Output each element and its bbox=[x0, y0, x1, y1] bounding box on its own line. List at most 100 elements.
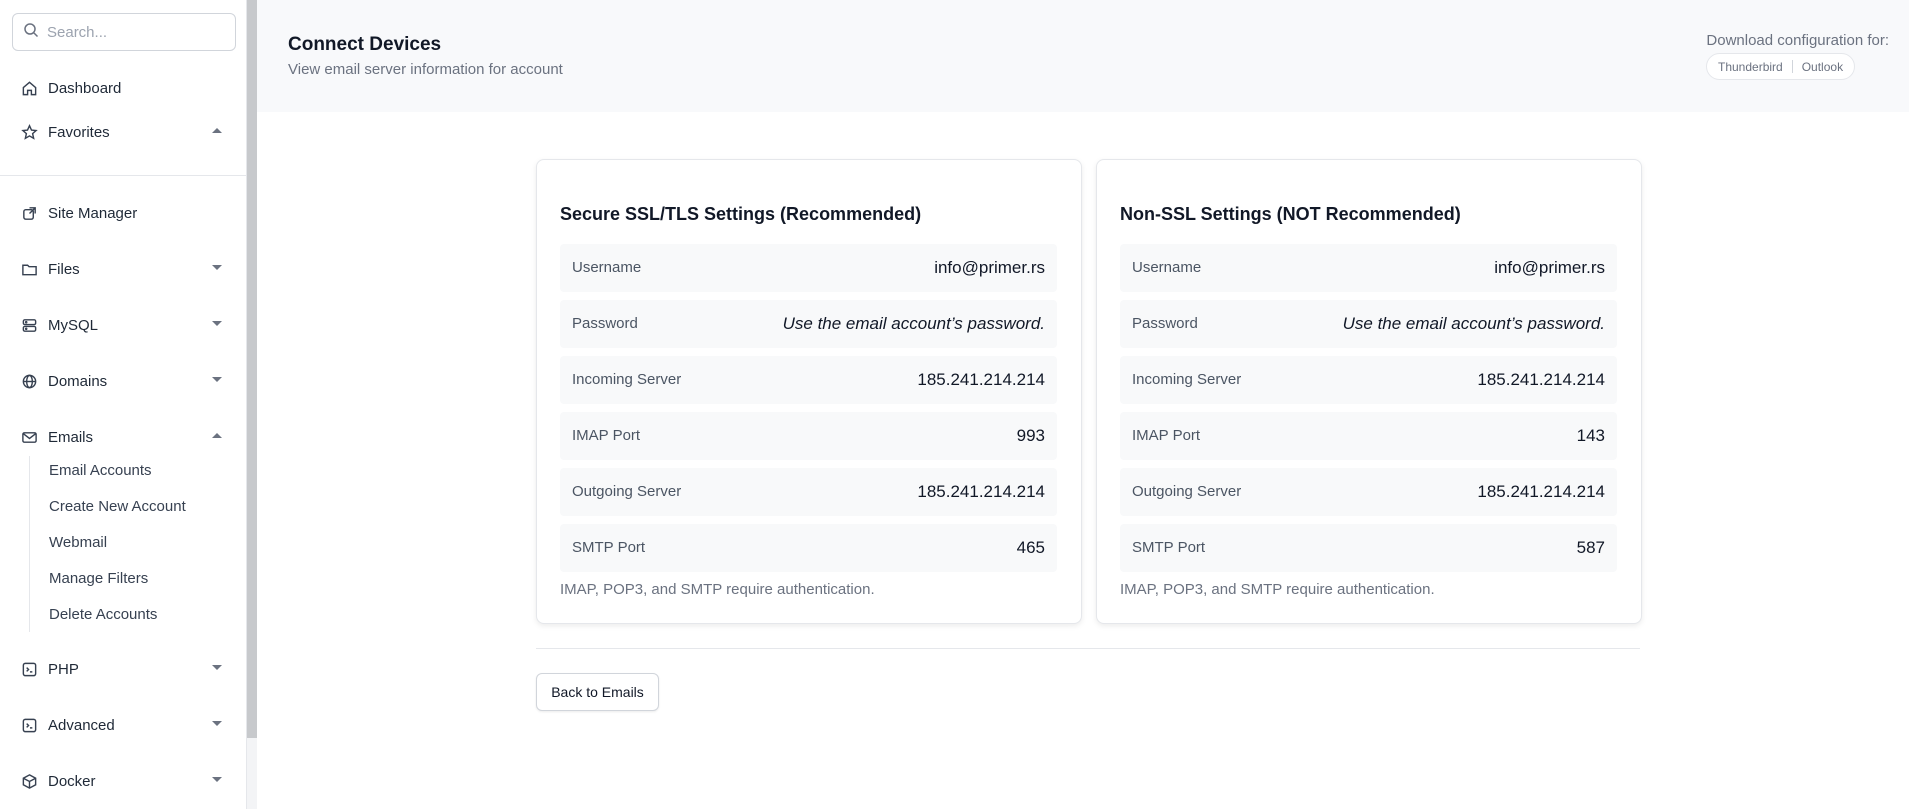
ssl-settings-card: Secure SSL/TLS Settings (Recommended) Us… bbox=[536, 159, 1082, 624]
setting-label: IMAP Port bbox=[1132, 427, 1201, 444]
download-thunderbird-button[interactable]: Thunderbird bbox=[1718, 59, 1783, 74]
setting-label: Username bbox=[572, 259, 642, 276]
sidebar-item-label: Domains bbox=[48, 372, 108, 390]
subnav-item-delete-accounts[interactable]: Delete Accounts bbox=[49, 606, 158, 623]
sidebar-scrollbar[interactable] bbox=[247, 0, 257, 809]
sidebar-item-label: Advanced bbox=[48, 716, 115, 734]
setting-row-incoming-server: Incoming Server 185.241.214.214 bbox=[560, 356, 1057, 404]
code-terminal-icon bbox=[20, 716, 38, 734]
page-header: Connect Devices View email server inform… bbox=[257, 0, 1909, 112]
non-ssl-settings-card: Non-SSL Settings (NOT Recommended) Usern… bbox=[1096, 159, 1642, 624]
chevron-down-icon bbox=[212, 265, 222, 270]
sidebar-item-label: Site Manager bbox=[48, 204, 138, 222]
setting-label: Password bbox=[572, 315, 638, 332]
sidebar-item-mysql[interactable]: MySQL bbox=[0, 308, 240, 342]
subnav-line bbox=[29, 456, 30, 632]
setting-value: 185.241.214.214 bbox=[1477, 370, 1605, 389]
setting-value: info@primer.rs bbox=[1494, 258, 1605, 277]
chevron-up-icon bbox=[212, 433, 222, 438]
setting-row-password: Password Use the email account’s passwor… bbox=[1120, 300, 1617, 348]
setting-label: IMAP Port bbox=[572, 427, 641, 444]
sidebar-item-emails[interactable]: Emails bbox=[0, 420, 240, 454]
cube-icon bbox=[20, 772, 38, 790]
setting-label: Username bbox=[1132, 259, 1202, 276]
subnav-item-webmail[interactable]: Webmail bbox=[49, 534, 108, 551]
setting-label: Incoming Server bbox=[1132, 371, 1242, 388]
home-icon bbox=[20, 79, 38, 97]
sidebar-item-label: Dashboard bbox=[48, 79, 122, 97]
setting-label: Outgoing Server bbox=[572, 483, 682, 500]
back-to-emails-button[interactable]: Back to Emails bbox=[536, 673, 659, 711]
setting-value: 587 bbox=[1576, 538, 1605, 557]
sidebar-item-favorites[interactable]: Favorites bbox=[0, 115, 240, 149]
download-config-label: Download configuration for: bbox=[1706, 32, 1889, 49]
setting-value: Use the email account’s password. bbox=[782, 314, 1045, 333]
card-title: Non-SSL Settings (NOT Recommended) bbox=[1120, 204, 1461, 224]
sidebar-item-label: Emails bbox=[48, 428, 94, 446]
sidebar-divider bbox=[0, 175, 247, 176]
page-title: Connect Devices bbox=[288, 34, 442, 55]
download-config-group: Thunderbird Outlook bbox=[1706, 53, 1856, 80]
sidebar-item-files[interactable]: Files bbox=[0, 252, 240, 286]
setting-row-smtp-port: SMTP Port 587 bbox=[1120, 524, 1617, 572]
sidebar-item-domains[interactable]: Domains bbox=[0, 364, 240, 398]
star-icon bbox=[20, 123, 38, 141]
card-title: Secure SSL/TLS Settings (Recommended) bbox=[560, 204, 922, 224]
setting-value: Use the email account’s password. bbox=[1342, 314, 1605, 333]
sidebar-item-label: Files bbox=[48, 260, 80, 278]
sidebar-item-php[interactable]: PHP bbox=[0, 652, 240, 686]
globe-icon bbox=[20, 372, 38, 390]
setting-label: Incoming Server bbox=[572, 371, 682, 388]
setting-row-username: Username info@primer.rs bbox=[1120, 244, 1617, 292]
sidebar-item-label: PHP bbox=[48, 660, 79, 678]
content-divider bbox=[536, 648, 1640, 649]
download-outlook-button[interactable]: Outlook bbox=[1801, 59, 1844, 74]
chevron-up-icon bbox=[212, 128, 222, 133]
subnav-item-create-new-account[interactable]: Create New Account bbox=[49, 498, 186, 515]
setting-value: 185.241.214.214 bbox=[917, 482, 1045, 501]
setting-value: 185.241.214.214 bbox=[917, 370, 1045, 389]
setting-row-incoming-server: Incoming Server 185.241.214.214 bbox=[1120, 356, 1617, 404]
sidebar-item-label: MySQL bbox=[48, 316, 99, 334]
sidebar: Dashboard Favorites Site Manager Files M… bbox=[0, 0, 247, 809]
setting-row-username: Username info@primer.rs bbox=[560, 244, 1057, 292]
search-box[interactable] bbox=[12, 13, 236, 51]
sidebar-item-advanced[interactable]: Advanced bbox=[0, 708, 240, 742]
folder-icon bbox=[20, 260, 38, 278]
scrollbar-thumb[interactable] bbox=[247, 0, 257, 738]
setting-row-imap-port: IMAP Port 143 bbox=[1120, 412, 1617, 460]
setting-row-outgoing-server: Outgoing Server 185.241.214.214 bbox=[560, 468, 1057, 516]
chevron-down-icon bbox=[212, 665, 222, 670]
sidebar-item-site-manager[interactable]: Site Manager bbox=[0, 196, 240, 230]
chevron-down-icon bbox=[212, 777, 222, 782]
setting-value: 465 bbox=[1016, 538, 1045, 557]
sidebar-item-dashboard[interactable]: Dashboard bbox=[0, 71, 240, 105]
auth-note: IMAP, POP3, and SMTP require authenticat… bbox=[1120, 581, 1435, 598]
setting-value: 143 bbox=[1576, 426, 1605, 445]
setting-label: SMTP Port bbox=[1132, 539, 1206, 556]
sidebar-item-docker[interactable]: Docker bbox=[0, 764, 240, 798]
database-icon bbox=[20, 316, 38, 334]
auth-note: IMAP, POP3, and SMTP require authenticat… bbox=[560, 581, 875, 598]
setting-value: 185.241.214.214 bbox=[1477, 482, 1605, 501]
chevron-down-icon bbox=[212, 721, 222, 726]
setting-value: info@primer.rs bbox=[934, 258, 1045, 277]
setting-row-outgoing-server: Outgoing Server 185.241.214.214 bbox=[1120, 468, 1617, 516]
search-input[interactable] bbox=[47, 23, 227, 41]
setting-value: 993 bbox=[1016, 426, 1045, 445]
chevron-down-icon bbox=[212, 377, 222, 382]
setting-row-smtp-port: SMTP Port 465 bbox=[560, 524, 1057, 572]
subnav-item-email-accounts[interactable]: Email Accounts bbox=[49, 462, 152, 479]
mail-icon bbox=[20, 428, 38, 446]
page-subtitle: View email server information for accoun… bbox=[288, 61, 563, 78]
terminal-icon bbox=[20, 660, 38, 678]
setting-row-password: Password Use the email account’s passwor… bbox=[560, 300, 1057, 348]
subnav-item-manage-filters[interactable]: Manage Filters bbox=[49, 570, 149, 587]
setting-label: Password bbox=[1132, 315, 1198, 332]
chevron-down-icon bbox=[212, 321, 222, 326]
setting-label: SMTP Port bbox=[572, 539, 646, 556]
button-separator bbox=[1791, 60, 1793, 73]
setting-row-imap-port: IMAP Port 993 bbox=[560, 412, 1057, 460]
search-icon bbox=[23, 22, 39, 43]
